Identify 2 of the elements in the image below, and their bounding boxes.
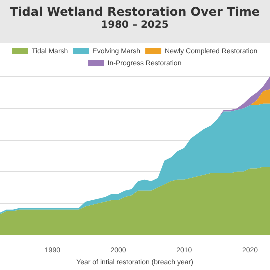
chart-title: Tidal Wetland Restoration Over Time xyxy=(8,5,261,19)
chart-subtitle: 1980 – 2025 xyxy=(100,20,170,31)
